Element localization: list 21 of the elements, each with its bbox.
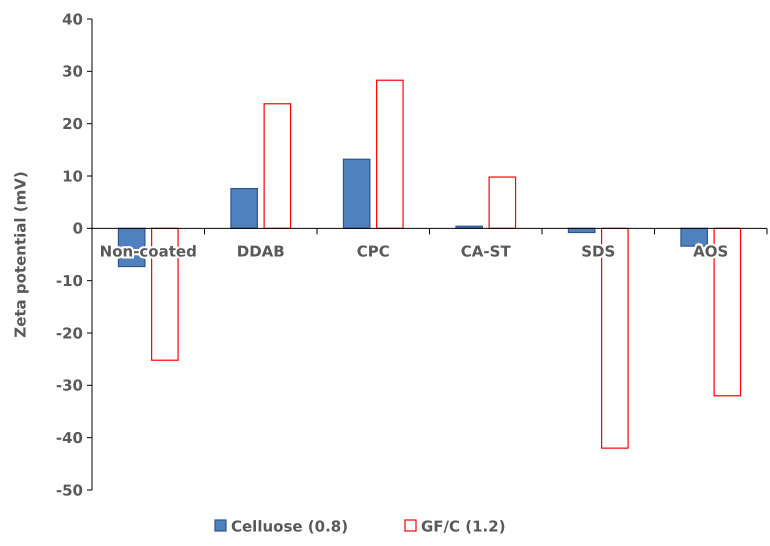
y-tick-label: -30	[56, 376, 83, 395]
y-tick-label: 10	[62, 167, 83, 186]
x-tick-label: CPC	[356, 242, 390, 261]
y-tick-label: 0	[72, 220, 83, 238]
y-tick-label: 30	[62, 62, 83, 81]
y-tick-label: -20	[56, 324, 83, 342]
bar	[264, 103, 292, 229]
x-tick-label: DDAB	[236, 242, 285, 261]
y-tick-label: -10	[56, 272, 83, 290]
y-tick-label: 20	[62, 114, 83, 133]
legend-label: GF/C (1.2)	[421, 517, 506, 536]
bar	[488, 176, 516, 229]
bar	[376, 80, 404, 229]
y-tick-label: -50	[56, 481, 83, 500]
y-tick-label: 40	[62, 10, 83, 28]
x-tick-label: CA-ST	[460, 242, 512, 261]
bar	[230, 188, 258, 229]
bar	[342, 158, 370, 229]
y-axis-title: Zeta potential (mV)	[11, 171, 30, 338]
legend-label: Celluose (0.8)	[231, 517, 348, 536]
y-tick-label: -40	[56, 428, 83, 447]
